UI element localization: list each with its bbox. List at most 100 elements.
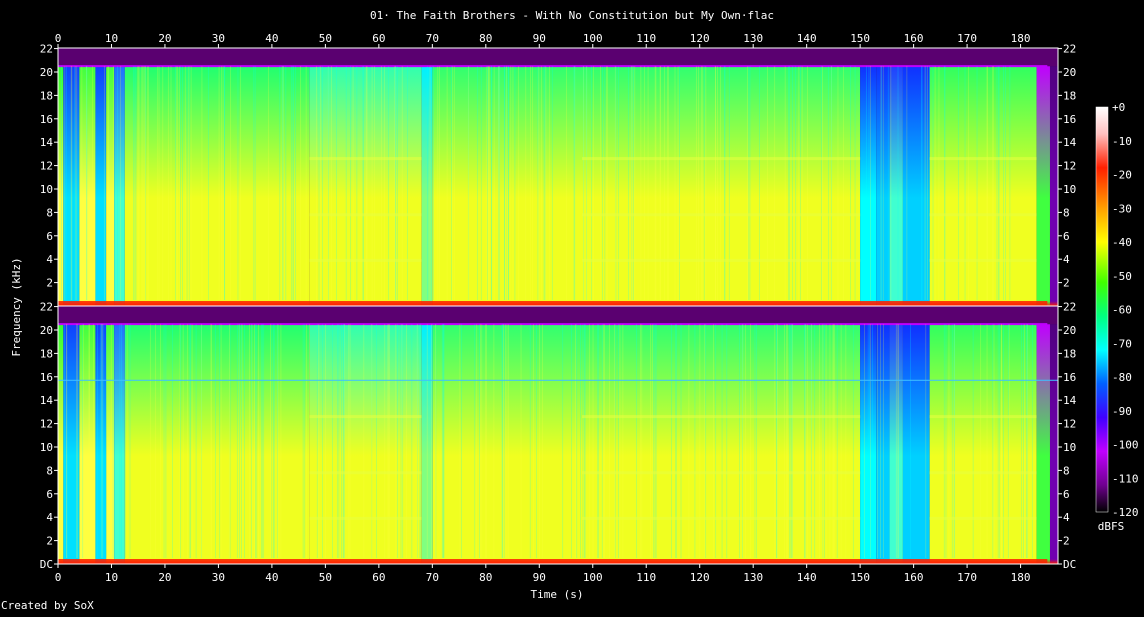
y-tick-label: 14 — [1063, 394, 1077, 407]
colorbar-tick-label: -20 — [1112, 169, 1132, 182]
y-tick-label: 6 — [46, 230, 53, 243]
y-tick-label: 2 — [1063, 277, 1070, 290]
y-tick-label: 16 — [40, 371, 53, 384]
y-tick-label: 22 — [40, 43, 53, 56]
y-tick-label: 8 — [1063, 464, 1070, 477]
x-tick-label: 110 — [636, 32, 656, 45]
y-tick-label: 20 — [1063, 66, 1076, 79]
x-tick-label: 100 — [583, 32, 603, 45]
y-tick-label: DC — [1063, 558, 1076, 571]
colorbar: +0 -10 -20 -30 -40 -50 -60 -70 -80 -90 -100 -110 -12… — [1095, 101, 1139, 519]
spectrogram-segment — [79, 324, 96, 564]
spectrogram-segment — [860, 324, 877, 564]
spectrogram-segment — [114, 66, 125, 307]
cutoff-band — [58, 48, 1058, 67]
y-tick-label: 20 — [1063, 324, 1076, 337]
y-tick-label: 10 — [1063, 183, 1076, 196]
y-tick-label: 6 — [46, 488, 53, 501]
y-tick-label: 22 — [1063, 43, 1076, 56]
spectrogram-segment — [889, 324, 903, 564]
channel-2-spectrogram — [58, 306, 1058, 564]
x-tick-label: 130 — [743, 571, 763, 584]
y-tick-label: 22 — [40, 301, 53, 314]
x-axis-label: Time (s) — [531, 588, 584, 601]
y-tick-label: 12 — [1063, 160, 1076, 173]
y-tick-label: 18 — [40, 347, 53, 360]
y-tick-label: 20 — [40, 324, 53, 337]
y-tick-label: 4 — [1063, 253, 1070, 266]
x-tick-label: 170 — [957, 32, 977, 45]
low-frequency-band — [58, 301, 1048, 306]
x-tick-label: 120 — [690, 571, 710, 584]
x-tick-label: 140 — [797, 32, 817, 45]
y-tick-label: 2 — [46, 277, 53, 290]
spectrogram-segment — [902, 66, 930, 307]
x-tick-label: 0 — [55, 571, 62, 584]
x-tick-label: 180 — [1011, 32, 1031, 45]
low-frequency-band — [58, 559, 1048, 564]
spectrogram-segment — [309, 324, 422, 564]
x-tick-label: 50 — [319, 571, 332, 584]
spectrogram-segment — [432, 66, 861, 307]
spectrogram-segment — [1036, 66, 1050, 307]
x-tick-label: 60 — [372, 32, 385, 45]
y-tick-label: 6 — [1063, 488, 1070, 501]
y-tick-label: 10 — [1063, 441, 1076, 454]
colorbar-tick-label: -40 — [1112, 236, 1132, 249]
y-tick-label: 12 — [1063, 418, 1076, 431]
x-tick-label: 20 — [158, 32, 171, 45]
x-tick-label: 70 — [426, 571, 439, 584]
y-tick-label: 4 — [1063, 511, 1070, 524]
y-tick-label: 18 — [40, 89, 53, 102]
y-tick-label: 6 — [1063, 230, 1070, 243]
y-tick-label: 22 — [1063, 301, 1076, 314]
spectrogram-segment — [860, 66, 877, 307]
y-tick-label: 18 — [1063, 89, 1076, 102]
y-tick-label: 2 — [46, 535, 53, 548]
x-tick-label: 110 — [636, 571, 656, 584]
x-tick-label: 90 — [533, 32, 546, 45]
x-tick-label: 150 — [850, 571, 870, 584]
x-tick-label: 10 — [105, 571, 118, 584]
y-tick-label: 12 — [40, 418, 53, 431]
channel-frame — [57, 305, 1059, 565]
colorbar-tick-label: -60 — [1112, 304, 1132, 317]
spectrogram-segment — [929, 324, 1037, 564]
y-tick-label: 8 — [46, 206, 53, 219]
spectrogram-segment — [106, 66, 115, 307]
y-tick-label: 16 — [1063, 113, 1076, 126]
spectrogram-segment — [63, 324, 80, 564]
spectrogram-segment — [106, 324, 115, 564]
spectrogram-segment — [1049, 66, 1058, 307]
spectrogram-segment — [876, 66, 890, 307]
y-tick-label: 4 — [46, 253, 53, 266]
x-tick-label: 170 — [957, 571, 977, 584]
spectrogram-segment — [63, 66, 80, 307]
spectrogram-segment — [309, 66, 422, 307]
spectrogram-segment — [95, 66, 107, 307]
x-tick-label: 60 — [372, 571, 385, 584]
x-tick-label: 140 — [797, 571, 817, 584]
y-tick-label: 10 — [40, 441, 53, 454]
spectrogram-segment — [929, 66, 1037, 307]
channel-1-spectrogram — [57, 48, 1058, 307]
credit-text: Created by SoX — [1, 599, 94, 612]
y-tick-label: 8 — [46, 464, 53, 477]
x-tick-label: 100 — [583, 571, 603, 584]
spectrogram-segment — [432, 324, 861, 564]
y-tick-label: 10 — [40, 183, 53, 196]
colorbar-tick-label: -10 — [1112, 135, 1132, 148]
y-axis-label: Frequency (kHz) — [10, 257, 23, 356]
y-tick-label: 16 — [40, 113, 53, 126]
colorbar-tick-label: -110 — [1112, 472, 1139, 485]
x-tick-label: 0 — [55, 32, 62, 45]
x-tick-label: 30 — [212, 32, 225, 45]
colorbar-tick-label: +0 — [1112, 101, 1125, 114]
spectrogram-segment — [421, 324, 433, 564]
y-tick-label: 14 — [1063, 136, 1077, 149]
y-tick-label: 18 — [1063, 347, 1076, 360]
spectrogram-segment — [58, 324, 64, 564]
colorbar-label: dBFS — [1098, 520, 1125, 533]
x-tick-label: 70 — [426, 32, 439, 45]
